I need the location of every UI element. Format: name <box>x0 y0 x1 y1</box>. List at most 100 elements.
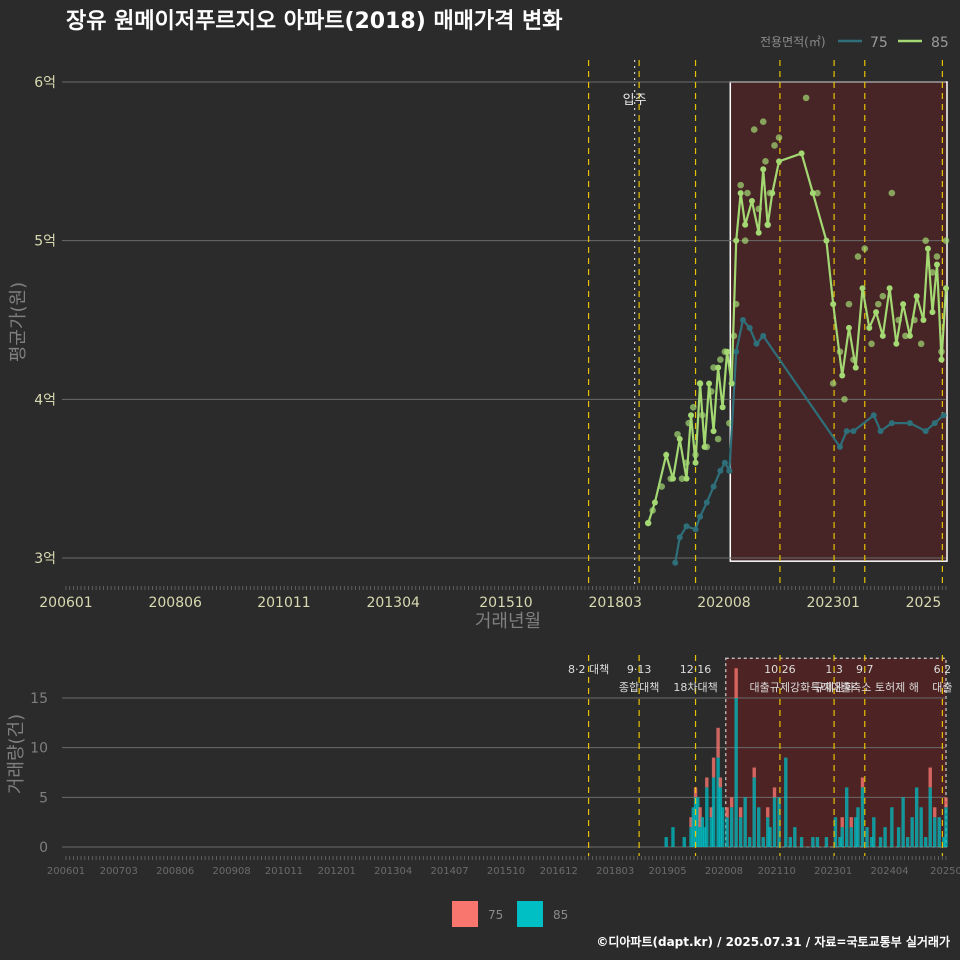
series-point-85 <box>760 166 767 173</box>
price-chart: 3억 4억 5억 6억 200601 200806 201011 201304 201510 20… <box>34 60 950 611</box>
scatter-point-85 <box>861 245 869 252</box>
legend-bar-75-swatch <box>452 901 478 927</box>
bar-85 <box>757 807 761 847</box>
scatter-point-85 <box>737 181 744 189</box>
series-point-85 <box>710 428 717 435</box>
series-point-75 <box>683 523 690 530</box>
bar-x-tick-label: 201304 <box>374 866 412 877</box>
bar-85 <box>849 827 853 847</box>
scatter-point-85 <box>802 94 810 102</box>
series-point-75 <box>697 513 704 520</box>
bar-85 <box>860 787 865 847</box>
top-y-axis-label: 평균가(원) <box>8 282 29 362</box>
series-point-85 <box>943 285 949 292</box>
bar-x-tick-label: 20250 <box>930 866 960 877</box>
x-tick-label: 201304 <box>366 595 420 611</box>
series-point-75 <box>733 348 740 355</box>
y-tick-label: 3억 <box>34 551 56 567</box>
scatter-point-85 <box>845 300 853 308</box>
series-point-85 <box>669 475 676 482</box>
y-tick-label: 4억 <box>34 392 56 408</box>
policy-sublabel: 종합대책 <box>619 681 659 694</box>
series-point-85 <box>737 190 744 197</box>
top-x-axis-label: 거래년월 <box>475 611 541 632</box>
bar-85 <box>691 807 695 847</box>
bar-85 <box>689 827 693 847</box>
bar-85 <box>878 837 883 847</box>
series-point-85 <box>798 150 805 157</box>
bar-x-tick-label: 201612 <box>540 866 578 877</box>
bar-85 <box>788 837 792 847</box>
scatter-point-85 <box>922 237 929 244</box>
bar-75 <box>738 807 743 818</box>
movein-label: 입주 <box>623 93 647 108</box>
policy-sublabel: 규제완화 <box>814 681 854 694</box>
bar-75 <box>860 777 865 788</box>
series-point-75 <box>850 428 857 435</box>
scatter-point-85 <box>942 237 950 244</box>
bar-85 <box>937 817 941 847</box>
series-point-75 <box>721 459 728 466</box>
x-tick-label: 201510 <box>479 595 532 611</box>
scatter-point-85 <box>814 189 821 197</box>
series-point-85 <box>809 190 816 197</box>
series-point-85 <box>701 443 708 450</box>
series-point-85 <box>929 309 936 316</box>
scatter-point-85 <box>717 356 724 363</box>
bar-x-tick-label: 201510 <box>487 866 525 877</box>
bar-75 <box>711 757 716 778</box>
series-point-85 <box>706 380 713 387</box>
bar-85 <box>766 817 770 847</box>
series-point-75 <box>906 420 913 427</box>
bar-x-tick-label: 200601 <box>47 866 85 877</box>
bar-85 <box>890 807 894 847</box>
bar-85 <box>709 817 714 847</box>
scatter-point-85 <box>902 332 909 340</box>
bar-85 <box>752 777 756 847</box>
scatter-point-85 <box>841 396 848 403</box>
bar-75 <box>849 817 853 828</box>
bar-85 <box>869 837 874 847</box>
scatter-point-85 <box>888 189 896 197</box>
bar-x-tick-label: 201407 <box>430 866 468 877</box>
bar-85 <box>716 757 720 847</box>
bar-75 <box>752 767 756 778</box>
bar-75 <box>729 797 734 808</box>
bar-85 <box>725 817 729 847</box>
bar-y-tick-label: 15 <box>30 691 48 707</box>
series-point-75 <box>888 420 895 427</box>
credit-text: ©디아파트(dapt.kr) / 2025.07.31 / 자료=국토교통부 실… <box>596 934 950 949</box>
series-point-85 <box>719 404 726 411</box>
x-tick-label: 200806 <box>148 595 202 611</box>
bar-85 <box>793 827 797 847</box>
bar-75 <box>725 807 729 818</box>
bar-75 <box>689 817 693 828</box>
bar-x-tick-label: 202008 <box>705 866 743 877</box>
series-point-85 <box>651 499 658 506</box>
scatter-point-85 <box>678 475 686 482</box>
series-point-85 <box>748 198 755 204</box>
series-point-75 <box>760 332 767 339</box>
scatter-point-85 <box>710 364 717 371</box>
bottom-y-axis-label: 거래량(건) <box>6 714 27 794</box>
bar-85 <box>815 837 820 847</box>
bar-75 <box>709 807 714 818</box>
bar-85 <box>777 797 781 847</box>
bottom-legend: 75 85 <box>452 901 568 927</box>
scatter-point-85 <box>744 189 751 197</box>
series-point-75 <box>836 443 843 450</box>
series-point-85 <box>688 412 695 419</box>
bar-85 <box>696 797 700 847</box>
scatter-point-85 <box>917 340 925 348</box>
scatter-point-85 <box>775 134 783 141</box>
legend-bar-85-swatch <box>517 901 543 927</box>
scatter-point-85 <box>714 435 722 443</box>
top-legend: 전용면적(㎡) 75 85 <box>760 35 949 51</box>
policy-label: 9·13 <box>627 663 652 676</box>
bar-x-tick-label: 202301 <box>814 866 852 877</box>
chart-title: 장유 원메이저푸르지오 아파트(2018) 매매가격 변화 <box>66 9 563 34</box>
bar-85 <box>718 787 723 847</box>
series-point-75 <box>692 526 699 533</box>
bar-85 <box>761 837 765 847</box>
